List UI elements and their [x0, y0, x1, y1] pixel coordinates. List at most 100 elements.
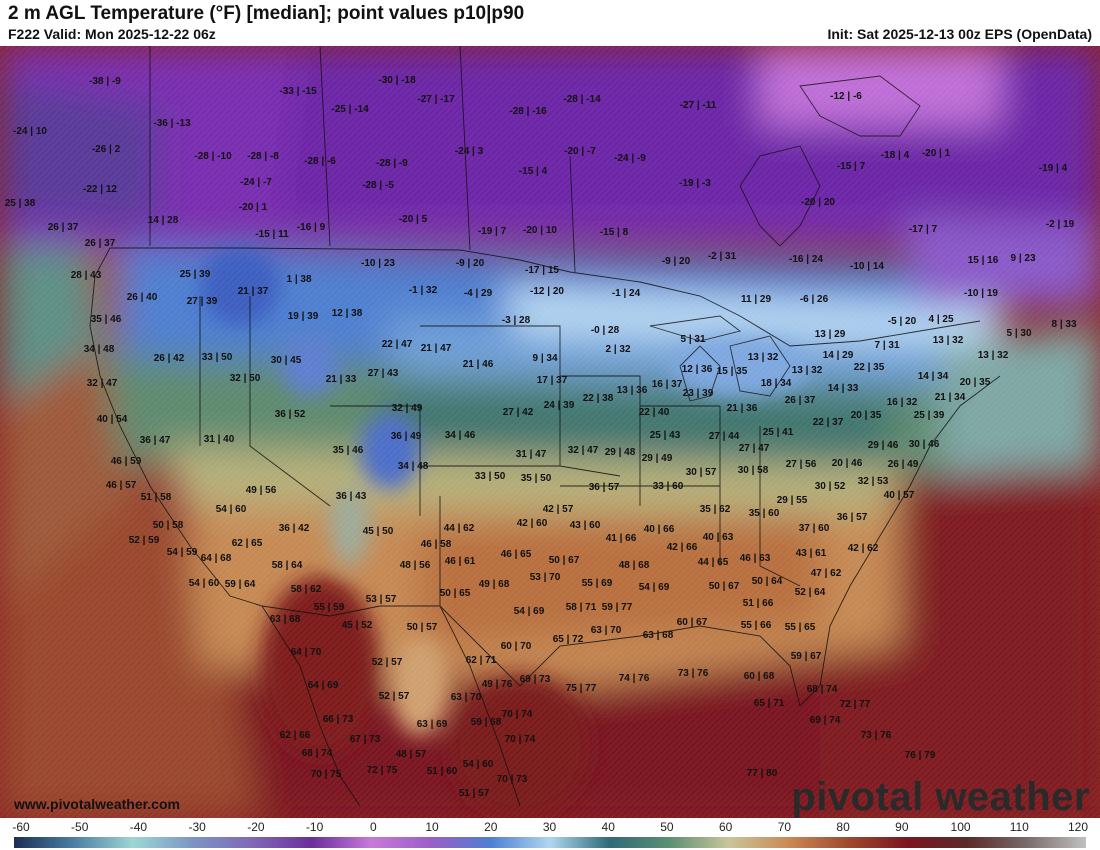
legend-tick: 110 [1009, 820, 1029, 834]
point-value: 36 | 57 [588, 482, 620, 493]
legend-tick: 80 [836, 820, 850, 834]
point-value: -1 | 32 [408, 285, 438, 296]
point-value: -15 | 11 [255, 229, 289, 240]
point-value: 13 | 32 [747, 352, 779, 363]
temperature-map: -38 | -9 -33 | -15 -30 | -18 -27 | -17 -28 |… [0, 46, 1100, 818]
point-value: -9 | 20 [455, 258, 485, 269]
point-value: 70 | 73 [496, 774, 528, 785]
point-value: -16 | 9 [296, 222, 326, 233]
init-time: Init: Sat 2025-12-13 00z EPS (OpenData) [827, 26, 1092, 42]
point-value: 40 | 66 [643, 524, 675, 535]
point-value: 7 | 31 [874, 340, 900, 351]
point-value: 26 | 40 [126, 292, 158, 303]
point-value: 48 | 68 [618, 560, 650, 571]
point-value: 25 | 38 [4, 198, 36, 209]
website-link[interactable]: www.pivotalweather.com [14, 796, 180, 812]
color-bar [14, 837, 1086, 848]
point-value: 45 | 50 [362, 526, 394, 537]
point-value: 52 | 57 [378, 691, 410, 702]
legend-tick: -50 [71, 820, 89, 834]
point-value: 70 | 75 [310, 769, 342, 780]
point-value: 58 | 62 [290, 584, 322, 595]
point-value: 50 | 57 [406, 622, 438, 633]
point-value: 37 | 60 [798, 523, 830, 534]
header: 2 m AGL Temperature (°F) [median]; point… [0, 0, 1100, 46]
point-value: 59 | 64 [224, 579, 256, 590]
legend-tick: -10 [305, 820, 324, 834]
map-title: 2 m AGL Temperature (°F) [median]; point… [8, 3, 525, 24]
point-value: 15 | 16 [967, 255, 999, 266]
point-value: 27 | 42 [502, 407, 534, 418]
point-value: 36 | 57 [836, 512, 868, 523]
point-value: 9 | 34 [532, 353, 558, 364]
point-value: 18 | 34 [760, 378, 792, 389]
point-value: 64 | 68 [200, 553, 232, 564]
point-value: 54 | 59 [166, 547, 198, 558]
point-value: 72 | 77 [839, 699, 871, 710]
legend-tick: 20 [484, 820, 498, 834]
point-value: 27 | 47 [738, 443, 770, 454]
point-value: 30 | 46 [908, 439, 940, 450]
point-value: 13 | 32 [932, 335, 964, 346]
point-value: 46 | 59 [110, 456, 142, 467]
point-value: 69 | 73 [519, 674, 551, 685]
point-value: 26 | 49 [887, 459, 919, 470]
point-value: 55 | 59 [313, 602, 345, 613]
point-value: 20 | 35 [959, 377, 991, 388]
point-value: 55 | 66 [740, 620, 772, 631]
point-value: 2 | 32 [605, 344, 631, 355]
point-value: 74 | 76 [618, 673, 650, 684]
point-value: 32 | 49 [391, 403, 423, 414]
point-value: 40 | 57 [883, 490, 915, 501]
point-value: 27 | 39 [186, 296, 218, 307]
point-value: -19 | 7 [477, 226, 507, 237]
point-value: 53 | 70 [529, 572, 561, 583]
map-background [0, 46, 1100, 818]
point-value: -36 | -13 [153, 118, 191, 129]
point-value: 14 | 34 [917, 371, 949, 382]
point-value: 54 | 69 [513, 606, 545, 617]
point-value: 49 | 76 [481, 679, 513, 690]
legend-tick: 50 [660, 820, 674, 834]
point-value: 45 | 52 [341, 620, 373, 631]
point-value: 30 | 52 [814, 481, 846, 492]
point-value: -24 | -7 [240, 177, 272, 188]
point-value: 67 | 73 [349, 734, 381, 745]
point-value: 70 | 74 [501, 709, 533, 720]
point-value: -24 | -9 [614, 153, 646, 164]
point-value: 32 | 47 [86, 378, 118, 389]
point-value: 31 | 47 [515, 449, 547, 460]
point-value: -12 | -6 [830, 91, 862, 102]
point-value: -27 | -17 [417, 94, 455, 105]
point-value: 28 | 43 [70, 270, 102, 281]
point-value: -15 | 7 [836, 161, 866, 172]
point-value: 46 | 65 [500, 549, 532, 560]
point-value: -24 | 10 [13, 126, 47, 137]
point-value: -20 | 1 [921, 148, 951, 159]
point-value: 35 | 46 [90, 314, 122, 325]
point-value: -20 | 20 [801, 197, 835, 208]
point-value: 52 | 57 [371, 657, 403, 668]
point-value: 69 | 74 [809, 715, 841, 726]
point-value: 63 | 69 [416, 719, 448, 730]
point-value: 41 | 66 [605, 533, 637, 544]
point-value: 31 | 40 [203, 434, 235, 445]
point-value: -33 | -15 [279, 86, 317, 97]
point-value: 29 | 49 [641, 453, 673, 464]
point-value: 48 | 57 [395, 749, 427, 760]
point-value: 51 | 58 [140, 492, 172, 503]
point-value: -0 | 28 [590, 325, 620, 336]
legend-tick: 30 [542, 820, 557, 834]
point-value: 63 | 70 [590, 625, 622, 636]
point-value: 21 | 37 [237, 286, 269, 297]
point-value: 66 | 73 [322, 714, 354, 725]
point-value: 43 | 60 [569, 520, 601, 531]
point-value: -2 | 19 [1045, 219, 1075, 230]
point-value: -18 | 4 [880, 150, 910, 161]
legend-tick: 40 [601, 820, 615, 834]
point-value: -1 | 24 [611, 288, 641, 299]
point-value: 42 | 60 [516, 518, 548, 529]
point-value: 49 | 56 [245, 485, 277, 496]
legend-tick: 0 [369, 820, 377, 834]
point-value: -28 | -5 [362, 180, 394, 191]
